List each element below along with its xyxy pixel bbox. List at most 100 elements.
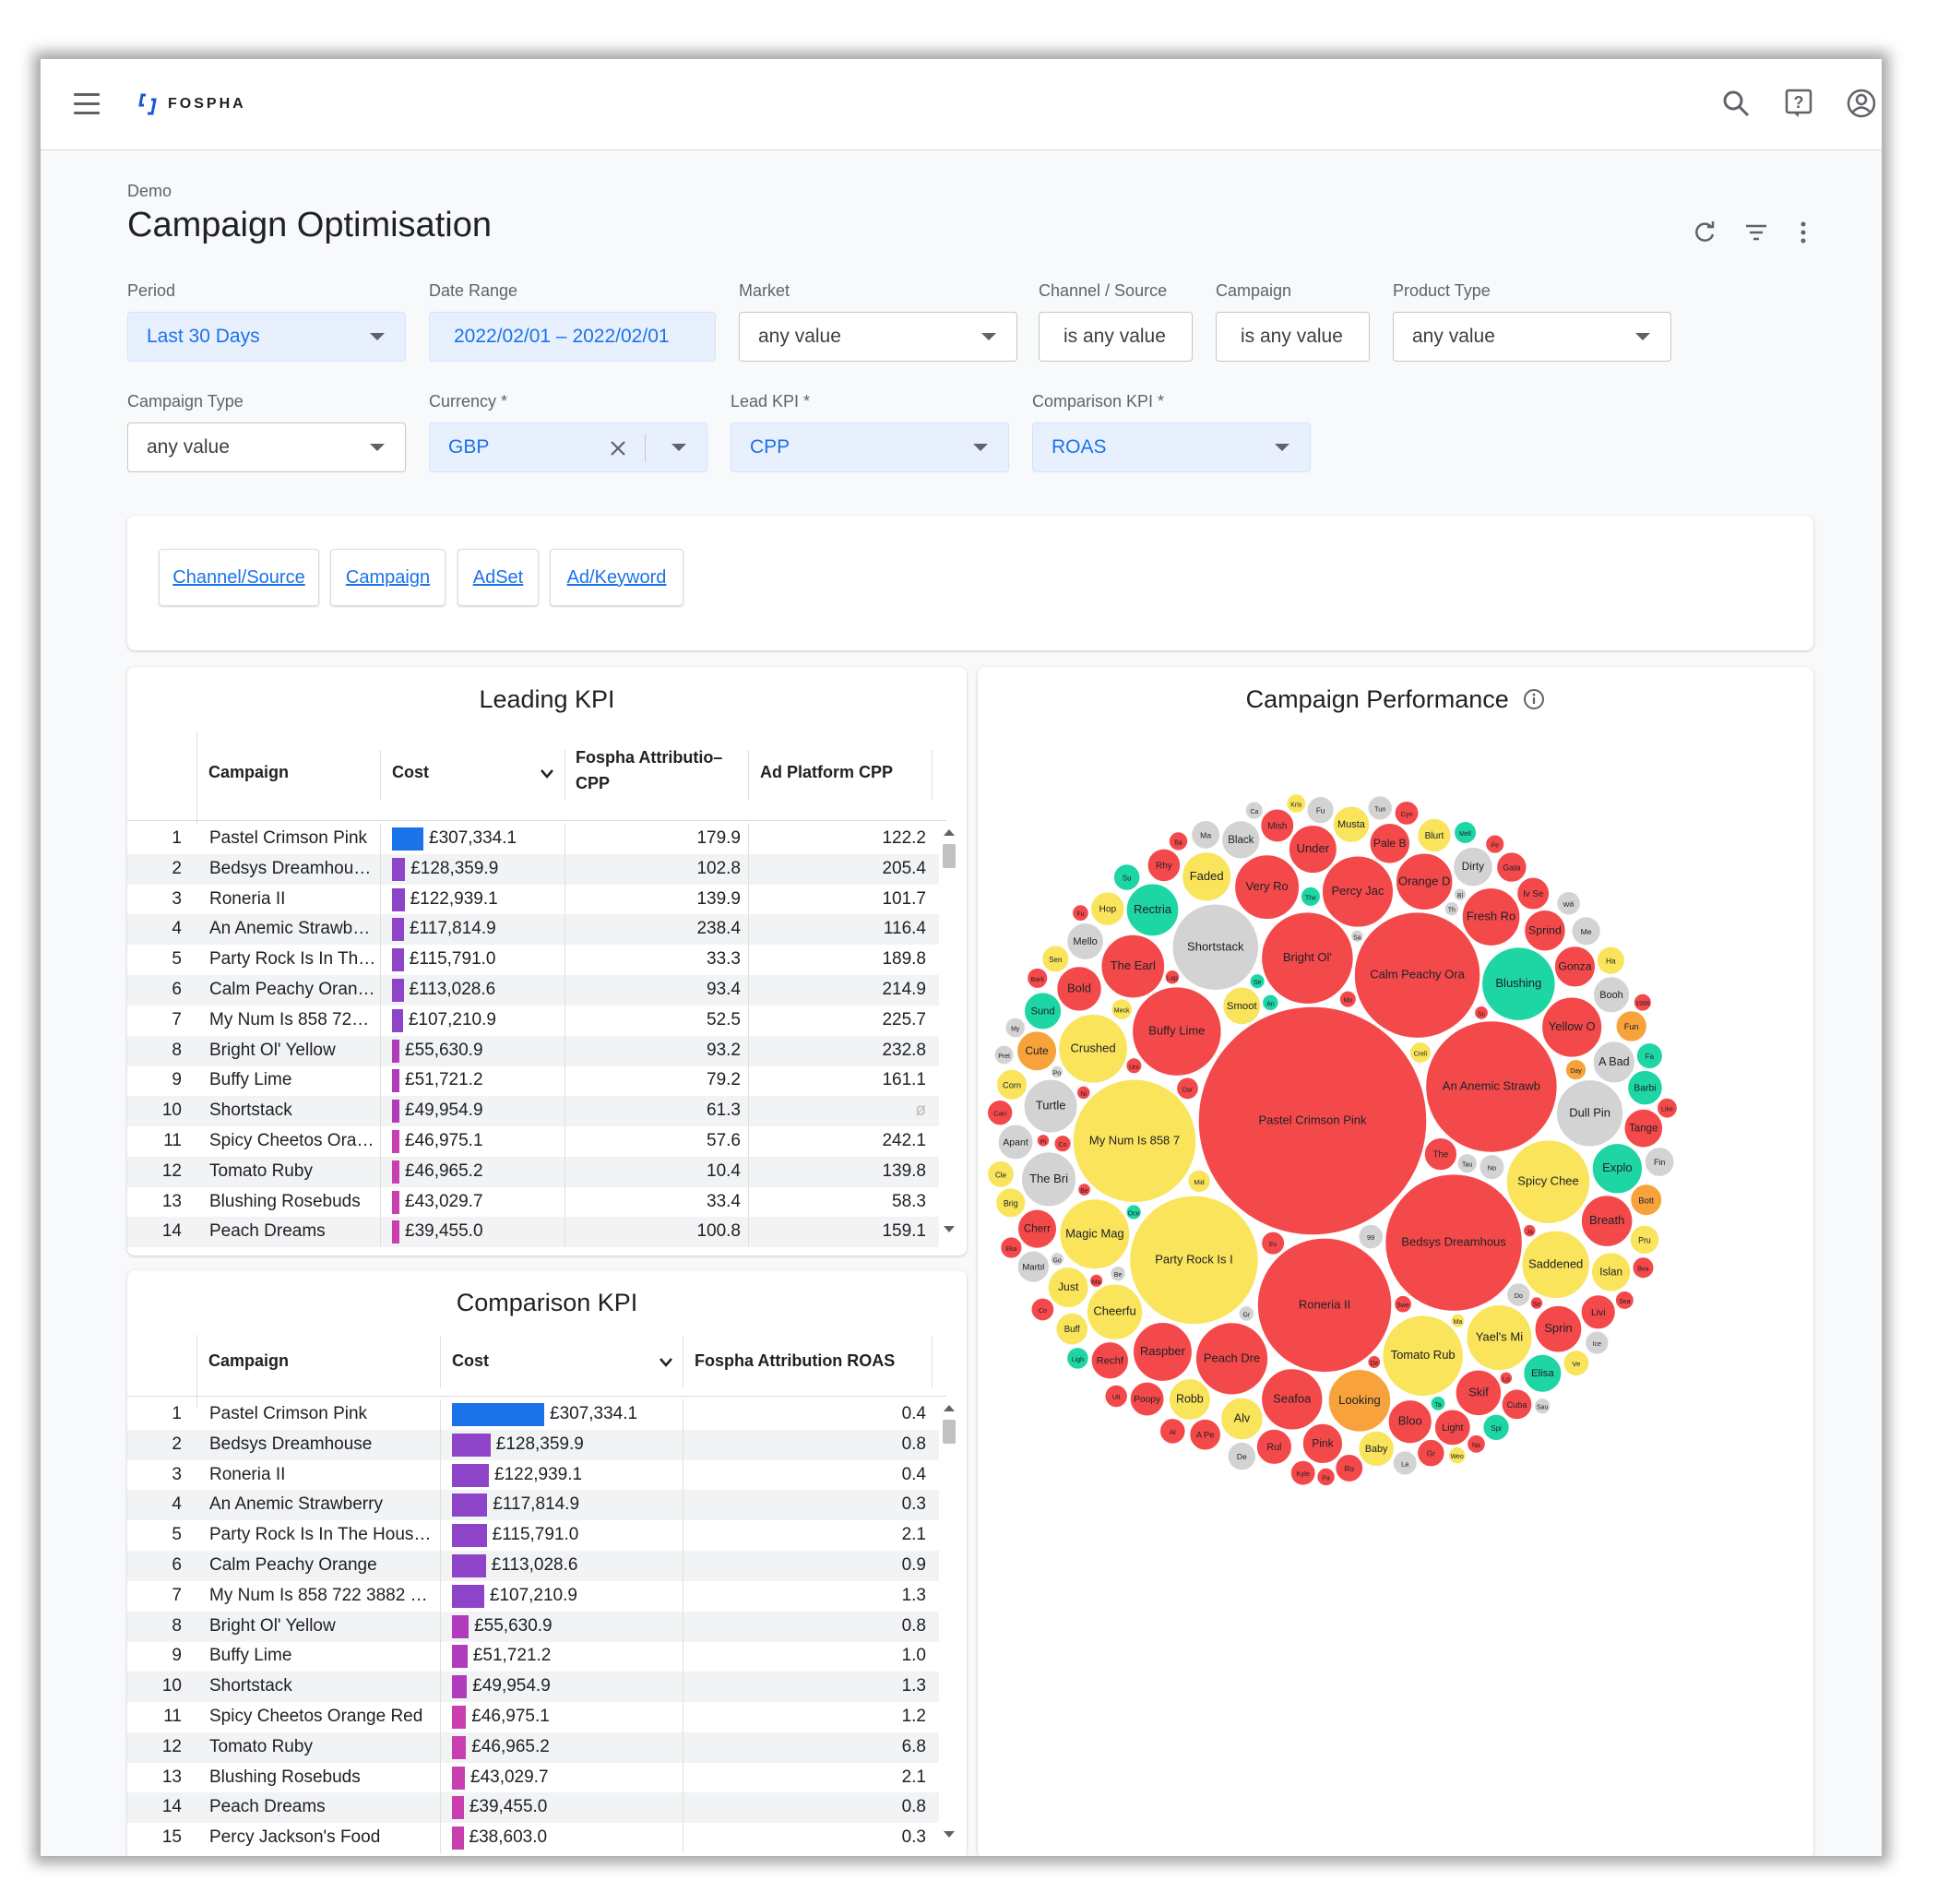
bubble-circle[interactable]	[1260, 1367, 1324, 1432]
table-row[interactable]: 5 Party Rock Is In The Hous… £115,791.0 2.1	[127, 1520, 939, 1552]
bubble-circle[interactable]	[1615, 1009, 1648, 1043]
campaign-bubble[interactable]: Barbi	[1626, 1069, 1664, 1106]
bubble-circle[interactable]	[1300, 886, 1322, 908]
campaign-bubble[interactable]: The Earl	[1099, 934, 1166, 999]
table-row[interactable]: 1 Pastel Crimson Pink £307,334.1 0.4	[127, 1399, 939, 1430]
bubble-circle[interactable]	[1563, 1349, 1590, 1377]
campaign-bubble[interactable]: Pink	[1301, 1422, 1344, 1465]
bubble-circle[interactable]	[1315, 1467, 1337, 1487]
date-range-picker[interactable]: 2022/02/01 – 2022/02/01	[429, 312, 716, 362]
bubble-circle[interactable]	[1626, 1069, 1664, 1106]
bubble-circle[interactable]	[1501, 1388, 1533, 1421]
campaign-bubble[interactable]: Calm Peachy Ora	[1353, 910, 1481, 1040]
bubble-circle[interactable]	[1175, 1076, 1200, 1101]
campaign-bubble[interactable]: Mello	[1065, 922, 1105, 961]
campaign-bubble[interactable]: Creli	[1408, 1041, 1432, 1065]
bubble-circle[interactable]	[1285, 792, 1307, 815]
bubble-circle[interactable]	[993, 1044, 1016, 1065]
bubble-circle[interactable]	[1147, 848, 1182, 883]
campaign-bubble[interactable]: Lap	[1164, 969, 1181, 986]
breadcrumb[interactable]: Demo	[127, 182, 172, 200]
bubble-circle[interactable]	[1129, 1381, 1166, 1417]
bubble-circle[interactable]	[1430, 1395, 1446, 1412]
bubble-circle[interactable]	[1334, 1453, 1364, 1483]
table-row[interactable]: 11 Spicy Cheetos Orange Red £46,975.1 1.2	[127, 1702, 939, 1732]
campaign-bubble[interactable]: Ma	[1088, 1273, 1104, 1289]
campaign-bubble[interactable]: Peach Dre	[1194, 1321, 1269, 1396]
campaign-bubble[interactable]: Pe	[1484, 833, 1505, 855]
menu-icon[interactable]	[74, 93, 100, 114]
campaign-bubble[interactable]: De	[1227, 1441, 1257, 1471]
campaign-bubble[interactable]: Co	[1052, 1134, 1073, 1153]
bubble-circle[interactable]	[1540, 996, 1603, 1059]
campaign-bubble[interactable]: Ma	[1190, 819, 1221, 851]
campaign-bubble[interactable]: Fun	[1615, 1009, 1648, 1043]
campaign-bubble[interactable]: Gr	[1416, 1438, 1446, 1468]
bubble-circle[interactable]	[1656, 1097, 1679, 1120]
campaign-bubble[interactable]: Ca	[1244, 800, 1265, 821]
search-icon[interactable]	[1719, 87, 1753, 120]
sort-desc-icon[interactable]	[659, 1357, 673, 1368]
bubble-circle[interactable]	[1132, 1321, 1194, 1383]
campaign-bubble[interactable]: Tun	[1367, 794, 1394, 822]
bubble-circle[interactable]	[1592, 975, 1631, 1014]
campaign-bubble[interactable]: Black	[1220, 819, 1261, 861]
bubble-circle[interactable]	[1065, 922, 1105, 961]
table-row[interactable]: 12 Tomato Ruby £46,965.2 6.8	[127, 1731, 939, 1763]
campaign-bubble[interactable]: Pret	[993, 1044, 1016, 1065]
bubble-circle[interactable]	[1049, 1251, 1065, 1267]
bubble-circle[interactable]	[1110, 997, 1134, 1021]
bubble-circle[interactable]	[1505, 1138, 1591, 1225]
bubble-circle[interactable]	[1555, 890, 1582, 917]
bubble-circle[interactable]	[1592, 1040, 1636, 1085]
bubble-circle[interactable]	[1128, 1195, 1260, 1326]
campaign-bubble[interactable]: Bark	[1026, 967, 1049, 990]
table-row[interactable]: 1 Pastel Crimson Pink £307,334.1 179.9 122.2	[127, 824, 939, 854]
campaign-bubble[interactable]: Explo	[1591, 1142, 1644, 1195]
bubble-circle[interactable]	[1016, 1208, 1058, 1250]
bubble-circle[interactable]	[1387, 1398, 1433, 1445]
bubble-circle[interactable]	[1553, 945, 1597, 988]
campaign-bubble[interactable]: Buffy Lime	[1131, 985, 1223, 1077]
bubble-circle[interactable]	[1523, 909, 1567, 953]
campaign-bubble[interactable]: My	[1004, 1017, 1027, 1039]
campaign-bubble[interactable]: Crushed	[1057, 1013, 1129, 1085]
campaign-bubble[interactable]: Su	[1112, 863, 1141, 892]
bubble-circle[interactable]	[1040, 944, 1070, 973]
campaign-bubble[interactable]: Dirty	[1452, 846, 1494, 888]
campaign-bubble[interactable]: Pastel Crimson Pink	[1197, 1006, 1428, 1236]
bubble-circle[interactable]	[1465, 1303, 1533, 1372]
logo[interactable]: FOSPHA	[138, 90, 246, 118]
bubble-circle[interactable]	[1580, 1194, 1634, 1248]
bubble-circle[interactable]	[1112, 863, 1141, 892]
bubble-circle[interactable]	[1449, 1313, 1467, 1329]
bubble-circle[interactable]	[1030, 1297, 1055, 1322]
campaign-bubble[interactable]: De	[1366, 1354, 1382, 1370]
campaign-bubble[interactable]: An Anemic Strawb	[1424, 1019, 1559, 1154]
campaign-bubble[interactable]: Alv	[1219, 1397, 1265, 1441]
campaign-bubble[interactable]: Uni	[1124, 1056, 1143, 1075]
campaign-bubble[interactable]: Tau	[1456, 1152, 1479, 1174]
table-row[interactable]: 14 Peach Dreams £39,455.0 100.8 159.1	[127, 1217, 939, 1248]
campaign-bubble[interactable]: Me	[1571, 915, 1602, 946]
bubble-circle[interactable]	[1423, 1136, 1458, 1172]
bubble-circle[interactable]	[1433, 1408, 1472, 1446]
bubble-circle[interactable]	[995, 1068, 1028, 1101]
table-row[interactable]: 8 Bright Ol' Yellow £55,630.9 93.2 232.8	[127, 1035, 939, 1066]
table-row[interactable]: 2 Bedsys Dreamhou… £128,359.9 102.8 205.4	[127, 853, 939, 885]
col-header-ad-platform-cpp[interactable]: Ad Platform CPP	[760, 763, 894, 781]
bubble-circle[interactable]	[1016, 1029, 1058, 1072]
campaign-bubble[interactable]: Apant	[997, 1124, 1034, 1160]
bubble-circle[interactable]	[1622, 1108, 1664, 1148]
campaign-bubble[interactable]: Po	[1050, 1065, 1064, 1079]
campaign-bubble[interactable]: The	[1300, 886, 1322, 908]
campaign-bubble[interactable]: Cute	[1016, 1029, 1058, 1072]
bubble-circle[interactable]	[986, 1099, 1014, 1126]
campaign-bubble[interactable]: Seafoa	[1260, 1367, 1324, 1432]
campaign-bubble[interactable]: Raspber	[1132, 1321, 1194, 1383]
campaign-bubble[interactable]: Bold	[1055, 965, 1103, 1013]
bubble-circle[interactable]	[1197, 1006, 1428, 1236]
campaign-bubble[interactable]: Poopy	[1129, 1381, 1166, 1417]
bubble-circle[interactable]	[1289, 1459, 1317, 1487]
campaign-bubble[interactable]: Co	[1030, 1297, 1055, 1322]
